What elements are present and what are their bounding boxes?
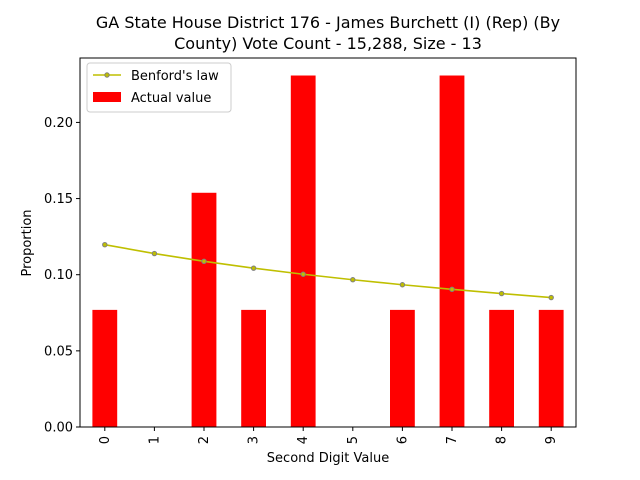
x-axis: 0 1 2 3 4 5 6 7 8 9	[98, 427, 559, 444]
y-tick-label: 0.05	[44, 344, 73, 359]
bar-digit-9	[538, 309, 564, 427]
benford-line-series	[102, 242, 554, 301]
bar-series	[92, 75, 564, 427]
legend-line-marker	[104, 72, 110, 78]
legend-box	[86, 62, 232, 113]
bar-digit-2	[191, 192, 217, 427]
benford-point-1	[151, 250, 158, 257]
x-tick-label: 8	[495, 436, 510, 444]
x-tick-label: 9	[544, 436, 559, 444]
x-tick-label: 6	[395, 436, 410, 444]
benford-point-7	[449, 286, 455, 293]
x-tick-label: 0	[98, 436, 113, 444]
y-tick-label: 0.00	[44, 421, 73, 436]
benford-point-2	[201, 258, 207, 265]
legend: Benford's law Actual value	[86, 62, 232, 113]
benford-point-5	[350, 277, 356, 283]
y-axis-label: Proportion	[20, 209, 35, 276]
benford-point-0	[102, 242, 108, 248]
x-tick-label: 4	[296, 436, 311, 444]
bar-digit-3	[241, 309, 266, 427]
bar-digit-6	[390, 309, 415, 427]
y-tick-label: 0.15	[44, 192, 73, 207]
bar-digit-0	[92, 309, 118, 427]
benford-point-8	[498, 290, 505, 297]
chart-title-line2: County) Vote Count - 15,288, Size - 13	[174, 34, 482, 53]
benford-point-9	[548, 294, 554, 301]
benford-point-6	[399, 282, 406, 288]
chart-title-line1: GA State House District 176 - James Burc…	[96, 13, 560, 32]
bar-digit-7	[439, 75, 465, 427]
x-axis-label: Second Digit Value	[267, 451, 389, 466]
benford-point-3	[250, 265, 257, 271]
x-tick-label: 2	[197, 436, 212, 444]
benford-line	[104, 243, 552, 299]
y-tick-label: 0.20	[44, 116, 73, 131]
x-tick-label: 3	[247, 436, 262, 444]
legend-bar-swatch	[93, 92, 121, 102]
bar-digit-8	[489, 309, 514, 427]
x-tick-label: 5	[346, 436, 361, 444]
plot-frame	[79, 57, 577, 428]
y-axis: 0.00 0.05 0.10 0.15 0.20	[44, 116, 80, 436]
benford-point-4	[300, 271, 306, 277]
legend-label-actual: Actual value	[131, 91, 211, 106]
x-tick-label: 1	[147, 436, 162, 444]
y-tick-label: 0.10	[44, 268, 73, 283]
legend-label-benford: Benford's law	[131, 69, 219, 84]
x-tick-label: 7	[445, 436, 460, 444]
bar-digit-4	[290, 75, 316, 427]
